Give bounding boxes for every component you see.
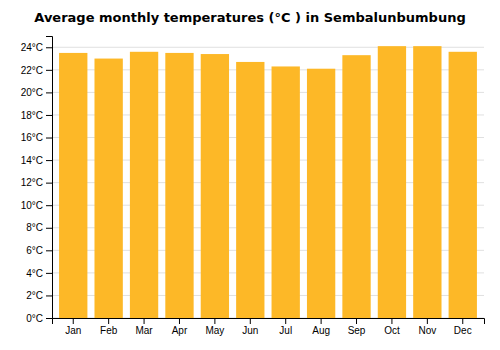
x-tick-mark — [356, 318, 357, 324]
x-tick: Apr — [172, 318, 188, 336]
y-tick-mark — [46, 138, 52, 139]
title: Average monthly temperatures (°C ) in Se… — [34, 10, 465, 25]
x-tick-mark — [179, 318, 180, 324]
y-tick: 0°C — [26, 313, 52, 324]
bars — [59, 46, 477, 318]
y-tick-label: 4°C — [26, 268, 43, 279]
x-tick-label: Nov — [418, 325, 436, 336]
bar — [130, 52, 158, 318]
bar — [307, 69, 335, 318]
y-tick-label: 20°C — [21, 87, 43, 98]
plot: 0°C 2°C 4°C 6°C 8°C 10°C 12°C 14°C 16°C 18°C 20°C 2… — [21, 37, 485, 337]
y-tick-mark — [46, 92, 52, 93]
x-tick-label: Jun — [242, 325, 258, 336]
x-tick: Dec — [454, 318, 472, 336]
bar — [449, 52, 477, 318]
bar — [236, 62, 264, 318]
bar — [94, 59, 122, 318]
chart: 0°C 2°C 4°C 6°C 8°C 10°C 12°C 14°C 16°C 18°C 20°C 2… — [0, 0, 500, 350]
x-tick-label: Apr — [172, 325, 188, 336]
y-tick-mark — [46, 183, 52, 184]
x-tick: Jan — [65, 318, 81, 336]
y-tick: 2°C — [26, 290, 52, 301]
x-tick: Jul — [279, 318, 292, 336]
y-tick-label: 12°C — [21, 177, 43, 188]
bar — [272, 66, 300, 318]
x-tick-label: Dec — [454, 325, 472, 336]
bar — [413, 46, 441, 318]
x-axis: Jan Feb Mar Apr May Jun Jul Aug Sep Oct Nov Dec — [53, 318, 485, 336]
y-tick: 6°C — [26, 245, 52, 256]
x-tick-mark — [391, 318, 392, 324]
x-tick-label: Feb — [100, 325, 118, 336]
x-tick-label: Aug — [312, 325, 330, 336]
x-tick-mark — [321, 318, 322, 324]
x-tick-mark — [144, 318, 145, 324]
x-tick-mark — [462, 318, 463, 324]
x-tick-mark — [108, 318, 109, 324]
x-tick: Mar — [135, 318, 153, 336]
bar — [59, 53, 87, 318]
y-tick-mark — [46, 228, 52, 229]
x-tick-label: Jan — [65, 325, 81, 336]
x-tick-mark — [214, 318, 215, 324]
x-axis-line — [53, 319, 485, 325]
x-tick: Aug — [312, 318, 330, 336]
bar — [342, 55, 370, 318]
y-tick: 14°C — [21, 155, 52, 166]
y-tick: 18°C — [21, 110, 52, 121]
x-tick-label: Jul — [279, 325, 292, 336]
y-tick: 12°C — [21, 177, 52, 188]
bar — [201, 54, 229, 318]
x-tick: Sep — [348, 318, 366, 336]
y-tick-mark — [46, 273, 52, 274]
y-tick: 20°C — [21, 87, 52, 98]
y-tick-label: 0°C — [26, 313, 43, 324]
x-tick: May — [205, 318, 224, 336]
y-tick: 8°C — [26, 222, 52, 233]
y-tick-label: 14°C — [21, 155, 43, 166]
y-tick-label: 10°C — [21, 200, 43, 211]
y-tick-mark — [46, 160, 52, 161]
x-tick-label: Mar — [135, 325, 153, 336]
y-tick-mark — [46, 318, 52, 319]
y-tick: 10°C — [21, 200, 52, 211]
y-tick-label: 24°C — [21, 42, 43, 53]
x-tick: Nov — [418, 318, 436, 336]
y-tick: 4°C — [26, 268, 52, 279]
y-tick: 16°C — [21, 132, 52, 143]
x-tick-mark — [285, 318, 286, 324]
x-tick: Jun — [242, 318, 258, 336]
x-tick-mark — [73, 318, 74, 324]
y-tick-label: 22°C — [21, 65, 43, 76]
bar — [165, 53, 193, 318]
y-tick: 24°C — [21, 42, 52, 53]
x-tick-mark — [427, 318, 428, 324]
y-axis-line — [46, 37, 53, 319]
x-tick-label: Oct — [384, 325, 400, 336]
x-tick-label: May — [205, 325, 224, 336]
y-tick-mark — [46, 115, 52, 116]
y-tick-label: 2°C — [26, 290, 43, 301]
y-tick-label: 6°C — [26, 245, 43, 256]
y-tick-mark — [46, 205, 52, 206]
y-tick-mark — [46, 295, 52, 296]
y-tick-mark — [46, 250, 52, 251]
x-tick-mark — [250, 318, 251, 324]
y-tick-label: 8°C — [26, 222, 43, 233]
y-tick-mark — [46, 47, 52, 48]
y-tick: 22°C — [21, 65, 52, 76]
y-tick-label: 18°C — [21, 110, 43, 121]
y-tick-mark — [46, 70, 52, 71]
x-tick: Oct — [384, 318, 400, 336]
y-axis: 0°C 2°C 4°C 6°C 8°C 10°C 12°C 14°C 16°C 18°C 20°C 2… — [21, 37, 53, 324]
x-tick-label: Sep — [348, 325, 366, 336]
bar — [378, 46, 406, 318]
x-tick: Feb — [100, 318, 118, 336]
y-tick-label: 16°C — [21, 132, 43, 143]
